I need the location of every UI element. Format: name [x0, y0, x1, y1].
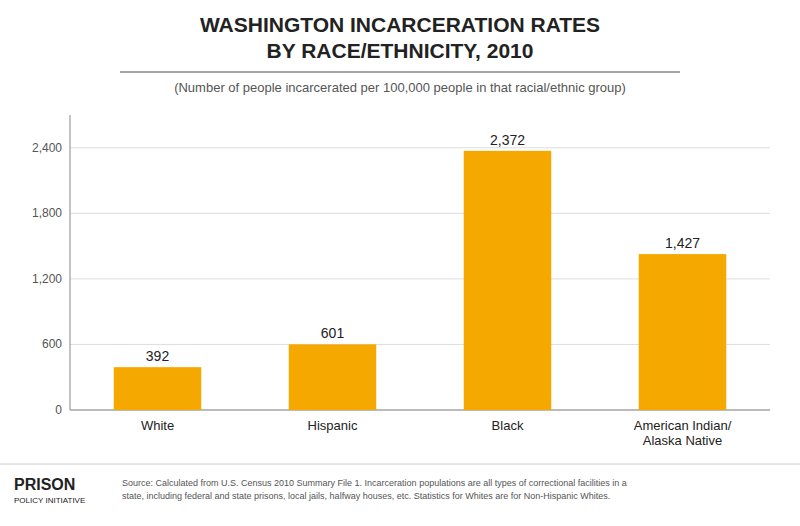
data-label: 601	[321, 325, 345, 341]
x-tick-label: Black	[492, 418, 524, 433]
data-label: 392	[146, 348, 170, 364]
x-tick-label: American Indian/Alaska Native	[634, 418, 732, 448]
logo-subtext: POLICY INITIATIVE	[14, 496, 85, 505]
bars	[114, 151, 727, 410]
y-tick-label: 1,200	[32, 272, 62, 286]
x-tick-label: Hispanic	[308, 418, 358, 433]
grid-line	[70, 213, 770, 214]
labels: 392 White 601 Hispanic 2,372 Black 1,427 Americ…	[141, 132, 732, 448]
y-axis: 0 600 1,200 1,800 2,400	[32, 141, 770, 417]
footer-rule	[0, 464, 800, 465]
y-tick-label: 1,800	[32, 206, 62, 220]
title: WASHINGTON INCARCERATION RATESBY RACE/ET…	[200, 13, 600, 62]
title-rule	[120, 72, 680, 73]
y-tick-label: 0	[55, 403, 62, 417]
data-label: 2,372	[490, 132, 525, 148]
grid-line	[70, 147, 770, 148]
subtitle: (Number of people incarcerated per 100,0…	[174, 80, 626, 95]
bar	[464, 151, 552, 410]
y-axis-line	[70, 115, 71, 410]
logo-text: PRISON	[14, 476, 75, 493]
y-tick-label: 2,400	[32, 141, 62, 155]
x-tick-label: White	[141, 418, 174, 433]
chart-container: WASHINGTON INCARCERATION RATESBY RACE/ET…	[0, 0, 800, 526]
chart: WASHINGTON INCARCERATION RATESBY RACE/ET…	[0, 0, 800, 526]
bar	[639, 254, 727, 410]
source: Source: Calculated from U.S. Census 2010…	[122, 478, 627, 501]
bar	[114, 367, 202, 410]
bar	[289, 344, 377, 410]
y-tick-label: 600	[42, 337, 62, 351]
data-label: 1,427	[665, 235, 700, 251]
